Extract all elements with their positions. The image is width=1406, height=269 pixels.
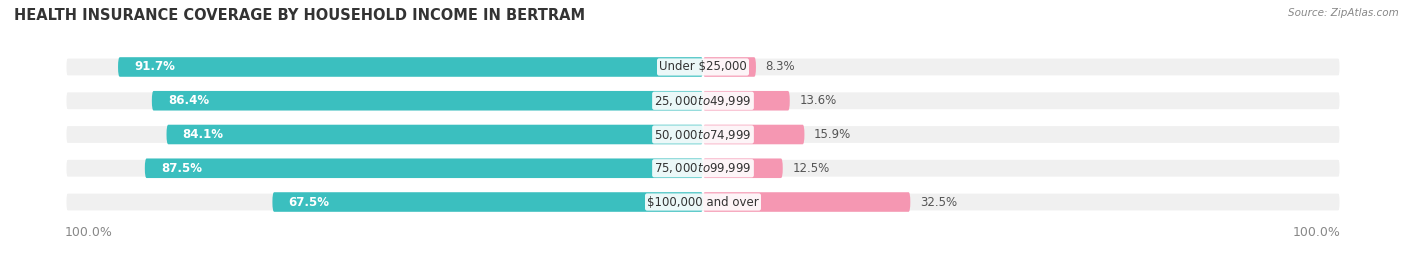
FancyBboxPatch shape	[65, 192, 1341, 212]
FancyBboxPatch shape	[273, 192, 703, 212]
FancyBboxPatch shape	[118, 57, 703, 77]
FancyBboxPatch shape	[166, 125, 703, 144]
Text: 86.4%: 86.4%	[167, 94, 209, 107]
FancyBboxPatch shape	[65, 125, 1341, 144]
Text: $100,000 and over: $100,000 and over	[647, 196, 759, 208]
FancyBboxPatch shape	[65, 57, 1341, 77]
Text: $50,000 to $74,999: $50,000 to $74,999	[654, 128, 752, 141]
FancyBboxPatch shape	[65, 158, 1341, 178]
FancyBboxPatch shape	[152, 91, 703, 111]
Text: 87.5%: 87.5%	[160, 162, 202, 175]
FancyBboxPatch shape	[703, 57, 756, 77]
Text: 15.9%: 15.9%	[814, 128, 851, 141]
Text: 13.6%: 13.6%	[800, 94, 837, 107]
Text: HEALTH INSURANCE COVERAGE BY HOUSEHOLD INCOME IN BERTRAM: HEALTH INSURANCE COVERAGE BY HOUSEHOLD I…	[14, 8, 585, 23]
Text: $75,000 to $99,999: $75,000 to $99,999	[654, 161, 752, 175]
FancyBboxPatch shape	[703, 125, 804, 144]
Text: 8.3%: 8.3%	[765, 61, 796, 73]
Text: Under $25,000: Under $25,000	[659, 61, 747, 73]
FancyBboxPatch shape	[145, 158, 703, 178]
Text: 32.5%: 32.5%	[920, 196, 957, 208]
Text: 91.7%: 91.7%	[134, 61, 174, 73]
Text: 84.1%: 84.1%	[183, 128, 224, 141]
FancyBboxPatch shape	[703, 192, 910, 212]
FancyBboxPatch shape	[65, 91, 1341, 111]
Text: 100.0%: 100.0%	[65, 226, 112, 239]
FancyBboxPatch shape	[703, 158, 783, 178]
Text: 12.5%: 12.5%	[793, 162, 830, 175]
Text: 67.5%: 67.5%	[288, 196, 329, 208]
FancyBboxPatch shape	[703, 91, 790, 111]
Text: $25,000 to $49,999: $25,000 to $49,999	[654, 94, 752, 108]
Text: Source: ZipAtlas.com: Source: ZipAtlas.com	[1288, 8, 1399, 18]
Text: 100.0%: 100.0%	[1294, 226, 1341, 239]
